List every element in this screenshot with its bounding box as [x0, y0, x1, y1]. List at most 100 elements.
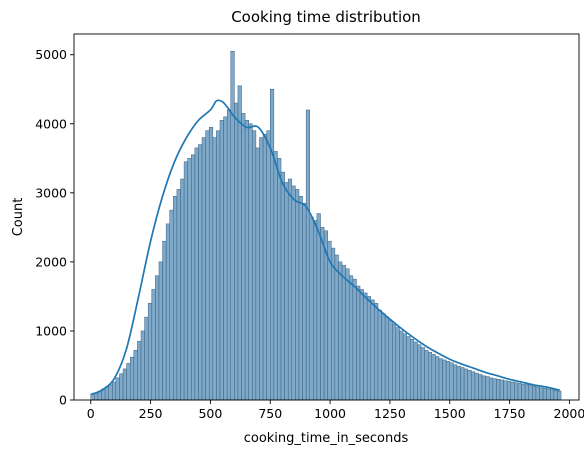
histogram-bar	[338, 261, 343, 401]
histogram-bar	[309, 216, 314, 401]
y-tick-label: 2000	[35, 254, 67, 269]
histogram-bar	[532, 385, 537, 401]
histogram-bar	[496, 379, 501, 401]
histogram-bar	[158, 261, 163, 401]
histogram-bar	[273, 151, 278, 401]
histogram-bar	[420, 347, 425, 401]
histogram-bar	[417, 344, 422, 401]
histogram-bar	[374, 303, 379, 401]
y-tick-label: 5000	[35, 47, 67, 62]
histogram-bar	[445, 361, 451, 401]
histogram-bar	[219, 120, 224, 401]
histogram-bar	[133, 350, 138, 401]
histogram-bar	[305, 109, 310, 401]
histogram-bar	[223, 116, 228, 401]
histogram-bar	[341, 265, 346, 401]
histogram-bar	[535, 386, 540, 401]
histogram-bar	[524, 384, 529, 401]
histogram-bar	[129, 356, 135, 401]
histogram-bar	[280, 171, 285, 401]
histogram-bar	[456, 365, 461, 401]
histogram-bar	[316, 213, 321, 401]
x-tick-label: 1000	[314, 406, 346, 421]
histogram-bar	[366, 296, 372, 401]
x-axis-label: cooking_time_in_seconds	[244, 431, 409, 446]
histogram-bar	[194, 147, 199, 401]
x-tick-label: 0	[87, 406, 95, 421]
histogram-bar	[506, 381, 512, 401]
histogram-bar	[485, 376, 490, 401]
histogram-bar	[255, 147, 260, 401]
histogram-bar	[381, 313, 386, 401]
histogram-bar	[230, 51, 235, 401]
histogram-bar	[262, 133, 267, 401]
histogram-bar	[514, 382, 519, 401]
y-tick-label: 3000	[35, 185, 67, 200]
histogram-bar	[550, 389, 555, 401]
histogram-bar	[410, 338, 415, 401]
histogram-bar	[467, 370, 472, 401]
histogram-bar	[112, 381, 117, 401]
histogram-bar	[144, 316, 149, 401]
histogram-bar	[162, 240, 167, 401]
histogram-bar	[395, 327, 400, 401]
histogram-bar	[427, 352, 433, 401]
histogram-bar	[399, 330, 404, 401]
histogram-bar	[284, 182, 289, 401]
histogram-bar	[460, 367, 465, 401]
histogram-bar	[348, 275, 354, 401]
histogram-bar	[173, 196, 178, 401]
histogram-bar	[302, 202, 307, 401]
histogram-bar	[108, 384, 113, 401]
histogram-bar	[334, 254, 339, 401]
y-tick-label: 4000	[35, 116, 67, 131]
histogram-bar	[165, 223, 170, 401]
histogram-bar	[521, 383, 526, 401]
histogram-bar	[187, 158, 192, 401]
histogram-bar	[176, 189, 181, 401]
histogram-bar	[104, 386, 109, 401]
histogram-bar	[352, 278, 357, 401]
histogram-bar	[147, 303, 153, 401]
histogram-bar	[377, 309, 382, 401]
histogram-bar	[252, 130, 257, 401]
histogram-bar	[384, 316, 389, 401]
x-axis-ticks: 0 250 500 750 1000 1250 1500 1750 2000	[87, 400, 584, 421]
kde-curve	[90, 99, 561, 396]
histogram-bar	[169, 209, 174, 401]
histogram-bar	[557, 390, 562, 401]
histogram-bar	[345, 268, 350, 401]
histogram-bar	[453, 364, 458, 401]
x-tick-label: 1250	[374, 406, 406, 421]
histogram-bar	[406, 336, 411, 401]
histogram-bar	[363, 292, 368, 401]
histogram-bar	[510, 381, 515, 401]
histogram-bar	[481, 375, 486, 401]
histogram-bar	[241, 113, 246, 401]
histogram-bar	[553, 390, 558, 401]
histogram-bar	[331, 247, 336, 401]
histogram-bar	[356, 285, 361, 401]
histogram-bar	[517, 383, 522, 401]
histogram-bar	[119, 373, 124, 401]
histogram-bar	[126, 363, 131, 401]
histogram-bar	[212, 137, 217, 401]
histogram-bar	[226, 109, 232, 401]
histogram-bar	[151, 289, 156, 401]
histogram-bar	[313, 220, 318, 401]
histogram-bar	[277, 158, 282, 401]
x-tick-label: 1500	[434, 406, 466, 421]
histogram-bar	[201, 137, 206, 401]
x-tick-label: 500	[198, 406, 222, 421]
histogram-bar	[244, 120, 249, 401]
y-tick-label: 0	[59, 393, 67, 408]
histogram-bar	[435, 356, 440, 401]
histogram-bar	[413, 341, 418, 401]
histogram-bar	[180, 178, 185, 401]
x-tick-label: 2000	[554, 406, 584, 421]
x-tick-label: 250	[139, 406, 163, 421]
histogram-bar	[208, 126, 214, 401]
histogram-bars	[90, 51, 562, 401]
histogram-bar	[198, 144, 203, 401]
